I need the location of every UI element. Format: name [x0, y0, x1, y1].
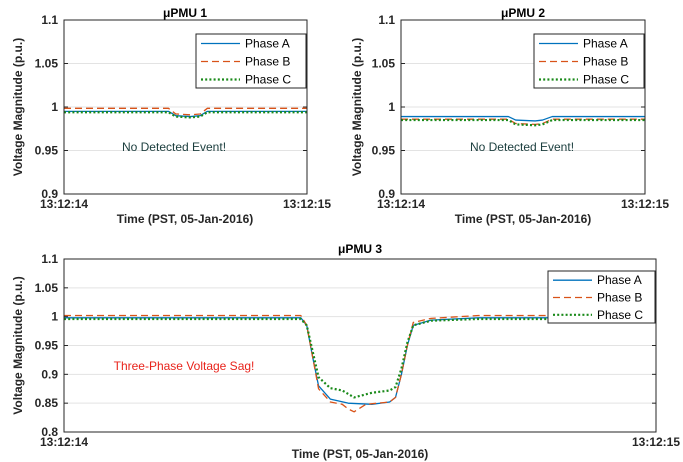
- y-axis-label: Voltage Magnitude (p.u.): [11, 276, 25, 414]
- x-tick-label: 13:12:14: [40, 435, 88, 449]
- series-line-phase-c: [64, 317, 656, 399]
- y-tick-label: 1.1: [41, 252, 58, 266]
- y-tick-label: 1.05: [35, 57, 59, 71]
- y-tick-label: 0.95: [372, 144, 396, 158]
- series-line-phase-c: [401, 118, 645, 127]
- y-tick-label: 0.85: [35, 396, 59, 410]
- legend: Phase A Phase B Phase C: [195, 33, 307, 89]
- legend-label: Phase B: [583, 55, 628, 69]
- y-tick-label: 1.05: [372, 57, 396, 71]
- series-line-phase-b: [64, 107, 307, 116]
- y-tick-label: 1: [388, 100, 395, 114]
- chart-1: 0.9 0.95 1 1.05 1.1 13:12:14 13:12:15 Time (PST…: [11, 6, 331, 226]
- x-tick-label: 13:12:14: [377, 197, 425, 211]
- legend-label: Phase A: [597, 273, 642, 287]
- legend-label: Phase C: [597, 308, 643, 322]
- y-axis-label: Voltage Magnitude (p.u.): [11, 38, 25, 176]
- y-tick-label: 1: [51, 310, 58, 324]
- annotation: No Detected Event!: [470, 140, 574, 154]
- y-tick-label: 1.05: [35, 281, 59, 295]
- series-line-phase-a: [401, 115, 645, 122]
- y-tick-label: 0.9: [41, 187, 58, 201]
- legend-label: Phase B: [597, 291, 642, 305]
- x-axis-label: Time (PST, 05-Jan-2016): [292, 447, 429, 461]
- chart-2: 0.9 0.95 1 1.05 1.1 13:12:14 13:12:15 Time (PST…: [350, 6, 669, 226]
- x-axis-label: Time (PST, 05-Jan-2016): [117, 212, 254, 226]
- annotation: No Detected Event!: [122, 140, 226, 154]
- legend-label: Phase C: [583, 73, 629, 87]
- series-line-phase-b: [64, 314, 656, 413]
- x-tick-label: 13:12:15: [632, 435, 680, 449]
- y-tick-label: 0.8: [41, 425, 58, 439]
- y-tick-label: 1.1: [378, 13, 395, 27]
- y-axis-label: Voltage Magnitude (p.u.): [350, 38, 364, 176]
- chart-title: μPMU 3: [338, 242, 382, 256]
- chart-title: μPMU 2: [501, 6, 545, 20]
- annotation: Three-Phase Voltage Sag!: [114, 359, 255, 373]
- series-line-phase-c: [64, 111, 307, 119]
- chart-3: 0.8 0.85 0.9 0.95 1 1.05 1.1 13:12:14 13:12:15 Ti…: [11, 242, 680, 461]
- legend-label: Phase C: [245, 73, 291, 87]
- legend: Phase A Phase B Phase C: [547, 270, 656, 324]
- y-tick-label: 0.95: [35, 339, 59, 353]
- y-tick-label: 1: [51, 100, 58, 114]
- x-tick-label: 13:12:15: [621, 197, 669, 211]
- chart-title: μPMU 1: [163, 6, 207, 20]
- legend-label: Phase B: [245, 55, 290, 69]
- y-tick-label: 1.1: [41, 13, 58, 27]
- y-tick-label: 0.9: [41, 367, 58, 381]
- y-tick-label: 0.9: [378, 187, 395, 201]
- legend-label: Phase A: [583, 37, 628, 51]
- x-tick-label: 13:12:15: [283, 197, 331, 211]
- y-tick-label: 0.95: [35, 144, 59, 158]
- x-tick-label: 13:12:14: [40, 197, 88, 211]
- legend-label: Phase A: [245, 37, 290, 51]
- x-axis-label: Time (PST, 05-Jan-2016): [455, 212, 592, 226]
- legend: Phase A Phase B Phase C: [533, 33, 645, 89]
